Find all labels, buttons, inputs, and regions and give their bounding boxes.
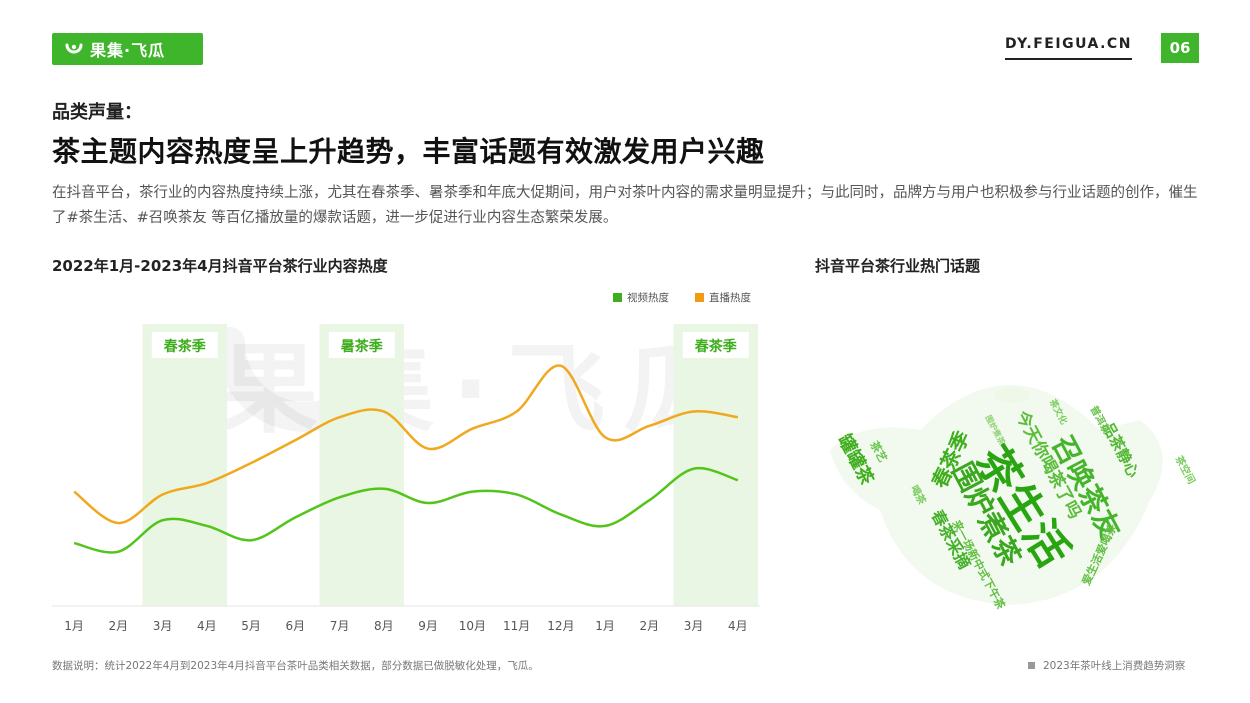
- series-1-point-5: [294, 439, 296, 441]
- series-1-point-0: [73, 490, 75, 492]
- x-tick-label: 5月: [241, 619, 261, 633]
- series-1-point-8: [427, 448, 429, 450]
- season-label-2: 春茶季: [694, 338, 737, 355]
- x-tick-label: 2月: [109, 619, 129, 633]
- season-label-0: 春茶季: [163, 338, 206, 355]
- season-band-2: [673, 324, 758, 606]
- x-tick-label: 1月: [64, 619, 84, 633]
- season-label-box-1: [328, 332, 395, 358]
- x-tick-label: 4月: [197, 619, 217, 633]
- series-line-0: [73, 466, 739, 554]
- season-label-box-0: [151, 332, 218, 358]
- series-0-point-8: [427, 502, 429, 504]
- legend-swatch-live: [695, 293, 704, 302]
- x-tick-label: 4月: [728, 619, 748, 633]
- watermark-text: 果集·飞瓜: [220, 310, 739, 452]
- x-tick-label: 11月: [503, 619, 530, 633]
- series-0-point-4: [250, 539, 252, 541]
- word-cloud-term: 茶空间: [1172, 453, 1198, 486]
- series-1-point-15: [737, 416, 739, 418]
- section-kicker: 品类声量：: [52, 102, 142, 123]
- series-1-point-2: [161, 493, 163, 495]
- brand-name: 果集·飞瓜: [90, 41, 166, 60]
- series-0-point-0: [73, 542, 75, 544]
- chart-title: 2022年1月-2023年4月抖音平台茶行业内容热度: [52, 257, 388, 275]
- season-band-0: [142, 324, 227, 606]
- brand-mark-icon: [65, 43, 83, 54]
- series-1-point-10: [515, 410, 517, 412]
- series-0-point-14: [692, 468, 694, 470]
- series-0-point-3: [206, 525, 208, 527]
- series-0-point-13: [648, 499, 650, 501]
- teapot-silhouette: [830, 385, 1163, 605]
- data-footnote: 数据说明：统计2022年4月到2023年4月抖音平台茶叶品类相关数据，部分数据已…: [52, 660, 539, 672]
- legend-label-video: 视频热度: [627, 292, 669, 304]
- brand-logo: 果集·飞瓜: [52, 33, 203, 65]
- teapot-lid: [994, 387, 1030, 403]
- series-1-point-1: [117, 522, 119, 524]
- legend-item-video: 视频热度: [613, 290, 669, 305]
- series-0-point-9: [471, 490, 473, 492]
- series-0-point-11: [560, 513, 562, 515]
- legend-swatch-video: [613, 293, 622, 302]
- x-tick-label: 9月: [418, 619, 438, 633]
- series-1-point-6: [338, 416, 340, 418]
- page-description: 在抖音平台，茶行业的内容热度持续上涨，尤其在春茶季、暑茶季和年底大促期间，用户对…: [52, 185, 1198, 226]
- series-1-point-3: [206, 482, 208, 484]
- series-1-point-12: [604, 436, 606, 438]
- series-0-point-5: [294, 516, 296, 518]
- site-url: DY.FEIGUA.CN: [1005, 36, 1132, 60]
- x-tick-label: 7月: [330, 619, 350, 633]
- series-0-point-10: [515, 493, 517, 495]
- series-0-point-2: [161, 519, 163, 521]
- page-title: 茶主题内容热度呈上升趋势，丰富话题有效激发用户兴趣: [52, 135, 765, 168]
- season-label-1: 暑茶季: [341, 338, 383, 355]
- page-number: 06: [1161, 33, 1199, 63]
- series-1-point-4: [250, 462, 252, 464]
- x-tick-label: 6月: [286, 619, 306, 633]
- x-tick-label: 3月: [153, 619, 173, 633]
- legend-label-live: 直播热度: [709, 292, 751, 304]
- series-1-point-7: [383, 410, 385, 412]
- x-tick-label: 1月: [595, 619, 615, 633]
- word-cloud-title: 抖音平台茶行业热门话题: [815, 257, 981, 275]
- series-0-point-7: [383, 488, 385, 490]
- season-band-1: [319, 324, 404, 606]
- x-tick-label: 8月: [374, 619, 394, 633]
- series-1-point-14: [692, 410, 694, 412]
- series-1-point-13: [648, 425, 650, 427]
- x-tick-label: 12月: [547, 619, 574, 633]
- series-0-point-1: [117, 550, 119, 552]
- series-line-1: [73, 364, 739, 525]
- report-bullet-icon: [1028, 662, 1035, 669]
- x-tick-label: 2月: [640, 619, 660, 633]
- series-1-point-9: [471, 427, 473, 429]
- report-name-label: 2023年茶叶线上消费趋势洞察: [1043, 660, 1186, 672]
- report-name: 2023年茶叶线上消费趋势洞察: [1028, 658, 1185, 673]
- series-0-point-12: [604, 525, 606, 527]
- x-tick-label: 3月: [684, 619, 704, 633]
- legend-item-live: 直播热度: [695, 290, 751, 305]
- season-label-box-2: [682, 332, 749, 358]
- x-tick-label: 10月: [459, 619, 486, 633]
- series-0-point-15: [737, 479, 739, 481]
- series-0-point-6: [338, 496, 340, 498]
- series-1-point-11: [560, 365, 562, 367]
